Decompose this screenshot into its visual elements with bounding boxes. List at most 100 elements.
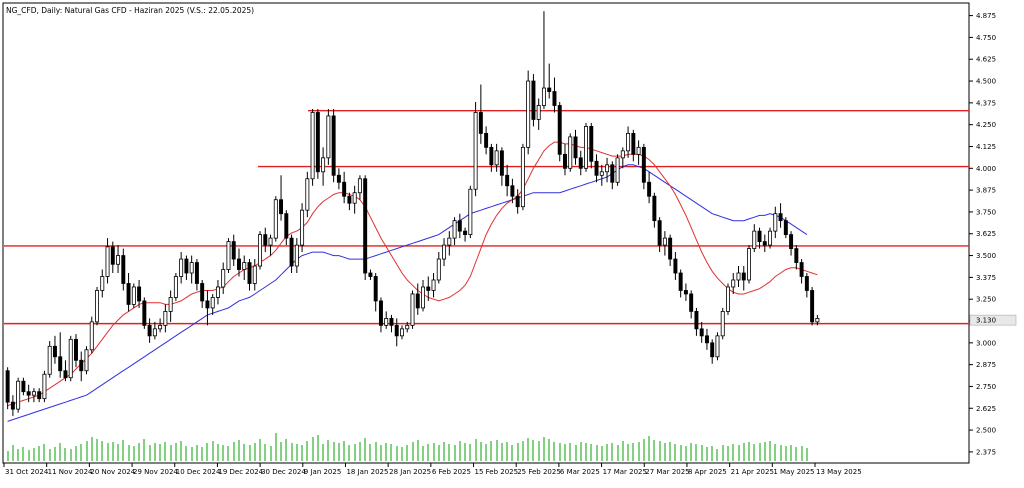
candle-up [715, 335, 720, 358]
candle-down [394, 324, 399, 337]
candle-down [804, 276, 809, 291]
x-tick-label: 17 Mar 2025 [603, 468, 647, 476]
candle-up [599, 171, 604, 176]
candle-up [620, 150, 625, 159]
candle-up [605, 164, 610, 173]
candle-down [52, 345, 57, 358]
candle-down [510, 185, 515, 197]
candle-up [89, 321, 94, 351]
candle-up [421, 286, 425, 309]
y-tick-label: 4.750 [976, 34, 996, 42]
candle-down [63, 370, 68, 379]
x-tick-label: 10 Dec 2024 [176, 468, 221, 476]
x-tick-label: 30 Dec 2024 [261, 468, 306, 476]
y-tick-label: 4.375 [976, 99, 996, 107]
candle-down [563, 153, 567, 169]
candle-up [226, 241, 231, 270]
candle-up [242, 262, 247, 270]
candle-down [289, 237, 294, 267]
candle-up [31, 391, 36, 396]
candle-up [815, 317, 820, 323]
candle-up [442, 244, 447, 260]
candle-down [200, 283, 205, 302]
candle-up [258, 234, 262, 267]
y-tick-label: 2.500 [976, 427, 996, 435]
candle-down [79, 359, 84, 372]
candle-down [647, 181, 652, 197]
candle-down [5, 370, 10, 403]
candle-down [347, 195, 352, 204]
candle-up [720, 311, 725, 337]
candle-down [58, 356, 63, 372]
candle-down [484, 132, 489, 148]
x-tick-label: 29 Nov 2024 [133, 468, 178, 476]
x-tick-label: 13 May 2025 [816, 468, 862, 476]
candle-up [105, 246, 110, 277]
candle-up [268, 237, 273, 246]
candle-down [499, 150, 504, 176]
candle-down [641, 146, 646, 183]
candle-up [42, 373, 47, 400]
candle-down [147, 324, 152, 337]
y-tick-label: 2.750 [976, 383, 996, 391]
candle-up [321, 157, 326, 173]
candle-up [116, 255, 121, 265]
candle-up [736, 272, 741, 281]
y-tick-label: 3.375 [976, 274, 996, 282]
candle-up [452, 220, 457, 239]
candle-down [194, 262, 199, 284]
candle-down [578, 157, 583, 169]
candle-down [505, 174, 510, 187]
x-tick-label: 1 May 2025 [773, 468, 814, 476]
candle-down [668, 237, 673, 260]
candle-down [426, 286, 431, 291]
candle-up [68, 338, 73, 379]
x-tick-label: 25 Feb 2025 [517, 468, 561, 476]
candle-down [573, 136, 578, 159]
candle-down [389, 317, 394, 326]
candle-up [179, 258, 184, 277]
candle-down [547, 87, 552, 92]
candle-up [747, 248, 751, 281]
x-tick-label: 6 Feb 2025 [432, 468, 471, 476]
candle-down [741, 272, 746, 281]
candle-up [400, 328, 404, 337]
candle-up [310, 112, 315, 180]
candle-down [368, 272, 373, 277]
x-tick-label: 28 Jan 2025 [389, 468, 431, 476]
y-tick-label: 2.375 [976, 448, 996, 456]
candle-down [531, 80, 536, 120]
candle-up [494, 150, 499, 166]
candle-down [137, 286, 142, 302]
candle-down [799, 262, 804, 277]
candle-down [810, 290, 815, 323]
candle-up [100, 276, 105, 291]
candle-down [557, 105, 562, 155]
y-tick-label: 4.875 [976, 12, 996, 20]
current-price-label: 3.130 [976, 317, 996, 325]
candle-down [694, 311, 699, 330]
candle-down [610, 164, 615, 183]
candle-down [657, 220, 662, 246]
plot-frame [2, 2, 970, 464]
x-tick-label: 21 Apr 2025 [731, 468, 774, 476]
candle-up [221, 269, 226, 288]
candle-up [731, 279, 736, 288]
candle-down [373, 276, 378, 302]
y-tick-label: 4.250 [976, 121, 996, 129]
ma-long-line [7, 164, 808, 422]
candle-up [431, 279, 436, 291]
candle-down [263, 234, 268, 246]
x-tick-label: 20 Nov 2024 [90, 468, 135, 476]
candle-up [584, 126, 588, 169]
y-tick-label: 2.875 [976, 361, 996, 369]
candle-up [273, 199, 278, 239]
candle-down [74, 338, 78, 361]
y-tick-label: 3.500 [976, 252, 996, 260]
candle-down [589, 126, 594, 162]
x-tick-label: 9 Jan 2025 [304, 468, 342, 476]
x-tick-label: 8 Apr 2025 [688, 468, 727, 476]
candle-down [231, 241, 236, 260]
candle-down [678, 272, 683, 291]
